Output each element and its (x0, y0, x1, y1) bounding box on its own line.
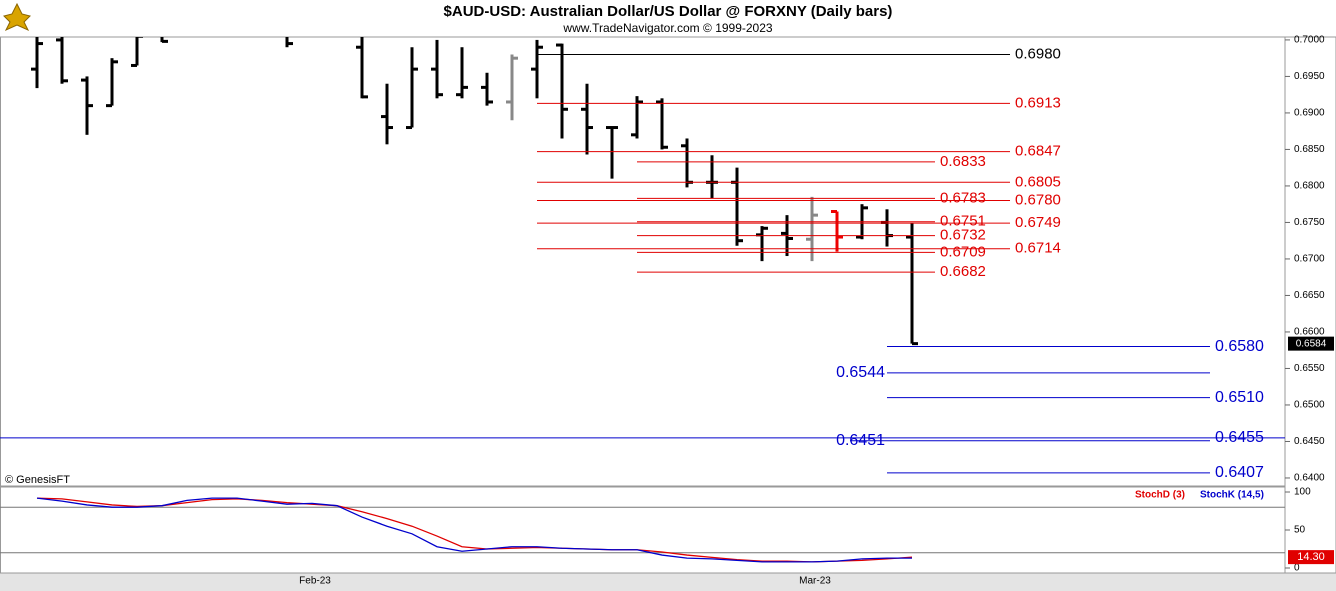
level-label: 0.6510 (1215, 389, 1264, 406)
y-tick-label: 0.6500 (1294, 400, 1325, 411)
y-tick-label: 0.6700 (1294, 254, 1325, 265)
level-label: 0.6805 (1015, 173, 1061, 190)
subtitle: www.TradeNavigator.com © 1999-2023 (562, 21, 772, 35)
level-label: 0.6751 (940, 213, 986, 230)
y-tick-label: 0.6600 (1294, 327, 1325, 338)
y-tick-label: 0.6750 (1294, 217, 1325, 228)
level-label: 0.6714 (1015, 240, 1061, 257)
last-price-label: 0.6584 (1296, 338, 1327, 349)
last-price-box (1288, 336, 1334, 351)
y-tick-label: 0.6900 (1294, 108, 1325, 119)
x-tick-label: Feb-23 (299, 576, 331, 587)
y-tick-label: 0 (1294, 563, 1300, 574)
price-plot (31, 37, 918, 346)
level-label: 0.6580 (1215, 338, 1264, 355)
level-label: 0.6451 (836, 432, 885, 449)
annotation: © GenesisFT (5, 474, 70, 486)
y-tick-label: 0.6450 (1294, 436, 1325, 447)
y-tick-label: 50 (1294, 525, 1306, 536)
date-strip (0, 573, 1336, 591)
y-tick-label: 0.6400 (1294, 473, 1325, 484)
price-frame (0, 36, 1286, 487)
y-tick-label: 0.7000 (1294, 35, 1325, 46)
level-label: 0.6732 (940, 227, 986, 244)
level-label: 0.6749 (1015, 214, 1061, 231)
value-label: 14.30 (1297, 551, 1325, 563)
chart-title: $AUD-USD: Australian Dollar/US Dollar @ … (444, 3, 893, 20)
level-label: 0.6833 (940, 153, 986, 170)
level-label: 0.6913 (1015, 94, 1061, 111)
level-label: 0.6780 (1015, 192, 1061, 209)
logo (3, 2, 31, 32)
right-axis (1284, 36, 1336, 574)
level-label: 0.6783 (940, 189, 986, 206)
stoch-line (36, 497, 913, 563)
y-tick-label: 0.6550 (1294, 363, 1325, 374)
y-tick-label: 100 (1294, 487, 1311, 498)
y-tick-label: 0.6800 (1294, 181, 1325, 192)
level-label: 0.6847 (1015, 143, 1061, 160)
legend-entry: StochK (14,5) (1200, 490, 1264, 501)
level-label: 0.6407 (1215, 464, 1264, 481)
level-label: 0.6455 (1215, 429, 1264, 446)
stoch-line (36, 497, 912, 563)
level-label: 0.6709 (940, 243, 986, 260)
legend-entry: StochD (3) (1135, 490, 1185, 501)
y-tick-label: 0.6850 (1294, 144, 1325, 155)
level-label: 0.6544 (836, 364, 885, 381)
x-tick-label: Mar-23 (799, 576, 831, 587)
y-tick-label: 0.6950 (1294, 71, 1325, 82)
value-box (1288, 550, 1334, 565)
level-label: 0.6980 (1015, 45, 1061, 62)
level-label: 0.6682 (940, 263, 986, 280)
y-tick-label: 0.6650 (1294, 290, 1325, 301)
